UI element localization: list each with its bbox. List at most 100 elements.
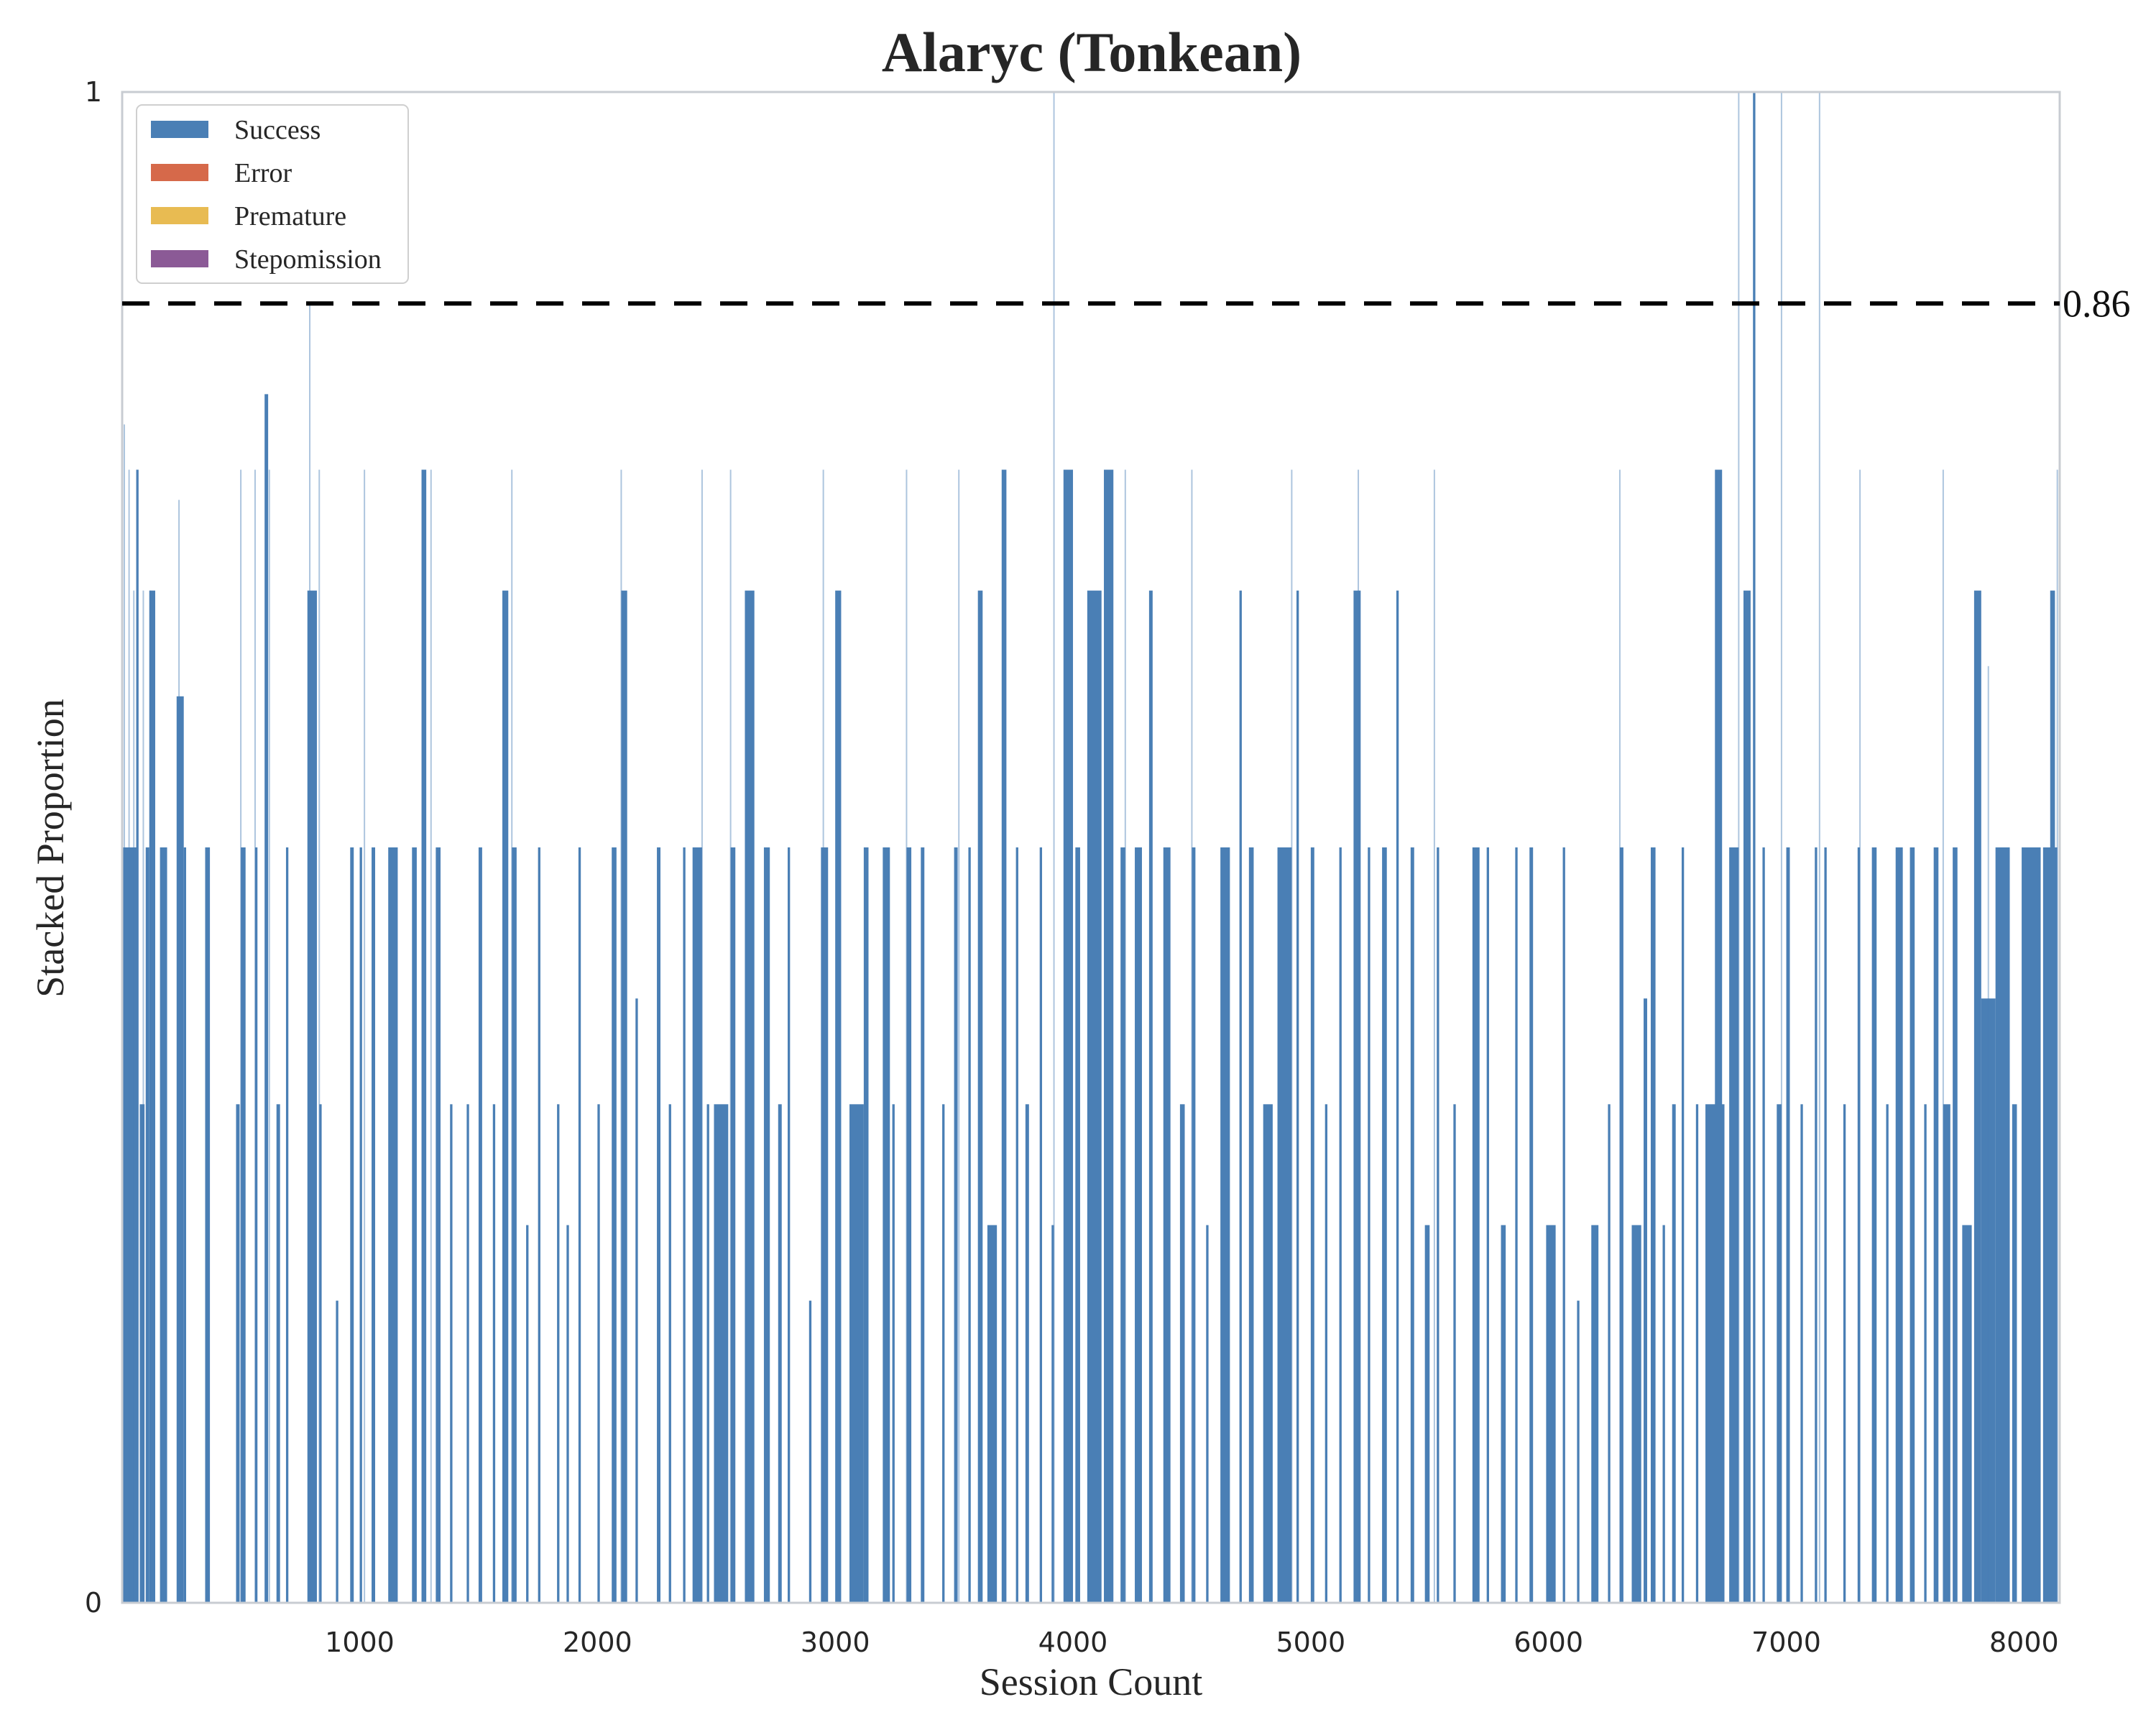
bar-success-10 — [241, 847, 246, 1603]
bar-success-127 — [1843, 1104, 1846, 1603]
bar-success-8 — [205, 847, 211, 1603]
bar-success-1 — [136, 469, 139, 1603]
bar-success-26 — [466, 1104, 469, 1603]
bar-success-41 — [668, 1104, 671, 1603]
bar-success-23 — [421, 469, 427, 1603]
y-ticks: 01 — [85, 76, 102, 1619]
bar-success-21 — [388, 847, 398, 1603]
bar-success-114 — [1681, 847, 1685, 1603]
bar-success-124 — [1800, 1104, 1803, 1603]
bar-success-16 — [319, 1104, 322, 1603]
bar-success-101 — [1515, 847, 1518, 1603]
bar-success-37 — [612, 847, 617, 1603]
spikes-layer — [123, 92, 2058, 1603]
bar-success-6 — [176, 696, 184, 1603]
bar-success-11 — [254, 847, 258, 1603]
bar-success-118 — [1729, 847, 1739, 1603]
bar-success-86 — [1296, 590, 1299, 1604]
bar-success-25 — [450, 1104, 453, 1603]
bar-success-14 — [285, 847, 289, 1603]
legend-swatch-premature — [151, 207, 208, 224]
x-tick-label-3000: 3000 — [801, 1627, 870, 1658]
bar-success-74 — [1120, 847, 1125, 1603]
bar-success-44 — [706, 1104, 709, 1603]
bar-success-42 — [683, 847, 686, 1603]
bar-success-120 — [1753, 92, 1756, 1603]
bar-success-126 — [1824, 847, 1827, 1603]
bar-success-49 — [778, 1104, 782, 1603]
bar-success-12 — [264, 394, 269, 1603]
bar-success-22 — [412, 847, 417, 1603]
bar-success-2 — [139, 1104, 145, 1603]
legend-swatch-success — [151, 121, 208, 138]
bar-success-104 — [1562, 847, 1565, 1603]
bar-success-60 — [942, 1104, 945, 1603]
bar-success-111 — [1650, 847, 1656, 1603]
bar-success-5 — [160, 847, 167, 1603]
bar-success-36 — [597, 1104, 600, 1603]
bar-success-64 — [987, 1225, 998, 1603]
bar-success-131 — [1895, 847, 1903, 1603]
bar-success-51 — [808, 1300, 812, 1603]
bar-success-96 — [1437, 847, 1439, 1603]
bar-success-43 — [692, 847, 702, 1603]
reference-line-label: 0.86 — [2063, 282, 2131, 325]
bar-success-57 — [892, 1104, 895, 1603]
bar-success-55 — [863, 847, 869, 1603]
y-tick-label-0: 0 — [85, 1587, 102, 1619]
bar-success-134 — [1933, 847, 1939, 1603]
bar-success-80 — [1206, 1225, 1209, 1603]
bar-success-113 — [1672, 1104, 1676, 1603]
bar-success-7 — [183, 847, 186, 1603]
legend-label-success: Success — [234, 115, 321, 145]
bar-success-68 — [1039, 847, 1043, 1603]
bar-success-53 — [835, 590, 842, 1604]
bar-success-76 — [1148, 590, 1153, 1604]
bar-success-139 — [1981, 998, 1996, 1603]
bar-success-28 — [492, 1104, 496, 1603]
bar-success-81 — [1220, 847, 1230, 1603]
legend-label-premature: Premature — [234, 201, 346, 231]
legend-swatch-error — [151, 164, 208, 181]
bar-success-4 — [149, 590, 155, 1604]
bar-success-90 — [1353, 590, 1361, 1604]
bar-success-0 — [122, 847, 137, 1603]
bar-success-125 — [1815, 847, 1818, 1603]
bar-success-66 — [1015, 847, 1018, 1603]
bar-success-142 — [2022, 847, 2041, 1603]
y-tick-label-1: 1 — [85, 76, 102, 108]
bar-success-35 — [578, 847, 581, 1603]
bar-success-77 — [1163, 847, 1171, 1603]
bar-success-106 — [1591, 1225, 1599, 1603]
bar-success-72 — [1087, 590, 1102, 1604]
bar-success-91 — [1368, 847, 1370, 1603]
bar-success-117 — [1715, 469, 1723, 1603]
bar-success-3 — [145, 847, 149, 1603]
bar-success-135 — [1943, 1104, 1950, 1603]
bar-success-115 — [1695, 1104, 1699, 1603]
bar-success-69 — [1051, 1225, 1054, 1603]
bar-success-100 — [1501, 1225, 1506, 1603]
bar-success-137 — [1962, 1225, 1972, 1603]
x-ticks: 1000 2000 3000 4000 5000 6000 7000 8000 — [325, 1627, 2059, 1658]
bar-success-58 — [906, 847, 912, 1603]
x-tick-label-8000: 8000 — [1989, 1627, 2059, 1658]
bar-success-82 — [1239, 590, 1242, 1604]
bar-success-85 — [1277, 847, 1292, 1603]
x-tick-label-5000: 5000 — [1276, 1627, 1346, 1658]
bar-success-17 — [336, 1300, 338, 1603]
bar-success-89 — [1339, 847, 1342, 1603]
bar-success-133 — [1924, 1104, 1927, 1603]
bar-success-94 — [1410, 847, 1414, 1603]
bar-success-70 — [1063, 469, 1074, 1603]
bar-success-31 — [526, 1225, 529, 1603]
bar-success-29 — [502, 590, 509, 1604]
bars-layer — [122, 92, 2058, 1604]
bar-success-30 — [512, 847, 517, 1603]
bar-success-24 — [436, 847, 441, 1603]
bar-success-27 — [478, 847, 482, 1603]
bar-success-122 — [1777, 1104, 1782, 1603]
bar-success-46 — [730, 847, 736, 1603]
bar-success-97 — [1453, 1104, 1456, 1603]
